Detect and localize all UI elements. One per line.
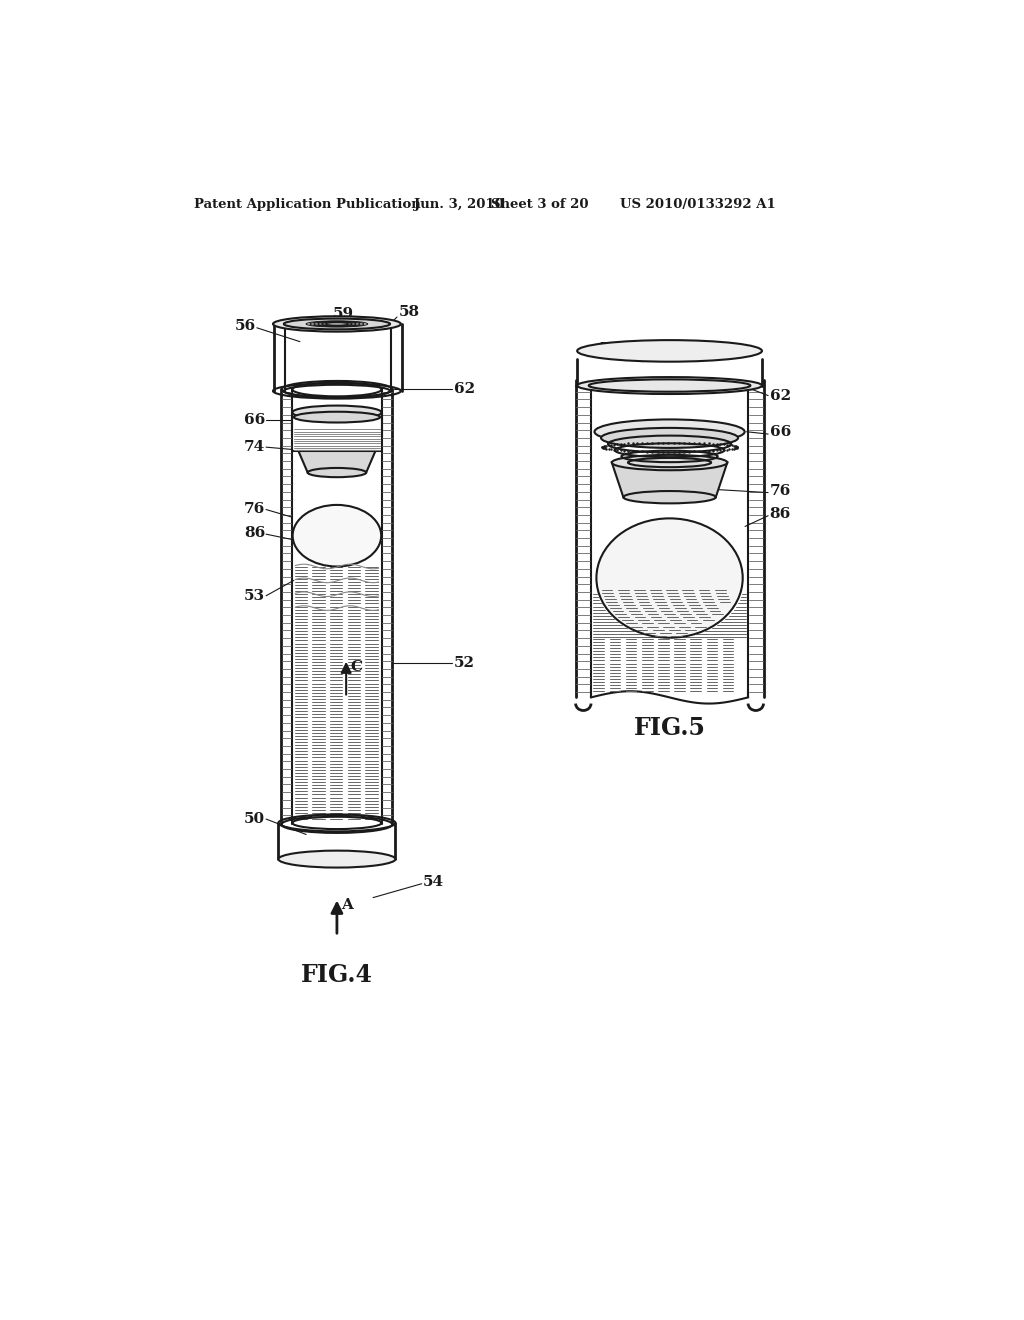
Text: 66: 66	[244, 413, 265, 428]
Text: US 2010/0133292 A1: US 2010/0133292 A1	[621, 198, 776, 211]
Ellipse shape	[578, 378, 762, 395]
Ellipse shape	[273, 317, 400, 331]
Text: 74: 74	[244, 440, 265, 454]
Ellipse shape	[596, 519, 742, 638]
Ellipse shape	[624, 491, 716, 503]
Text: 50: 50	[244, 812, 265, 826]
Text: Sheet 3 of 20: Sheet 3 of 20	[490, 198, 589, 211]
Text: Jun. 3, 2010: Jun. 3, 2010	[414, 198, 504, 211]
Ellipse shape	[279, 850, 395, 867]
Text: FIG.5: FIG.5	[634, 717, 706, 741]
Ellipse shape	[601, 428, 738, 447]
Text: 58: 58	[398, 305, 420, 319]
Ellipse shape	[284, 318, 390, 330]
Ellipse shape	[595, 420, 744, 444]
Text: 86: 86	[244, 525, 265, 540]
Ellipse shape	[293, 506, 381, 566]
Polygon shape	[611, 462, 727, 498]
Text: FIG.4: FIG.4	[301, 962, 373, 986]
Ellipse shape	[307, 469, 367, 478]
Text: A: A	[342, 899, 353, 912]
Text: 76: 76	[770, 484, 791, 498]
Text: Patent Application Publication: Patent Application Publication	[194, 198, 421, 211]
Text: 56: 56	[598, 342, 620, 356]
Text: 62: 62	[454, 383, 475, 396]
Text: 62: 62	[770, 388, 791, 403]
Text: 52: 52	[454, 656, 475, 669]
Ellipse shape	[294, 412, 380, 422]
Text: 53: 53	[244, 589, 265, 603]
Text: 56: 56	[234, 319, 256, 333]
Ellipse shape	[578, 341, 762, 362]
Polygon shape	[298, 451, 376, 473]
Text: C: C	[350, 660, 362, 673]
Text: 86: 86	[770, 507, 791, 521]
Text: 59: 59	[333, 308, 353, 321]
Text: 76: 76	[244, 502, 265, 516]
Ellipse shape	[292, 405, 382, 420]
Ellipse shape	[611, 455, 727, 470]
Text: 66: 66	[770, 425, 791, 438]
Text: 54: 54	[423, 875, 444, 890]
